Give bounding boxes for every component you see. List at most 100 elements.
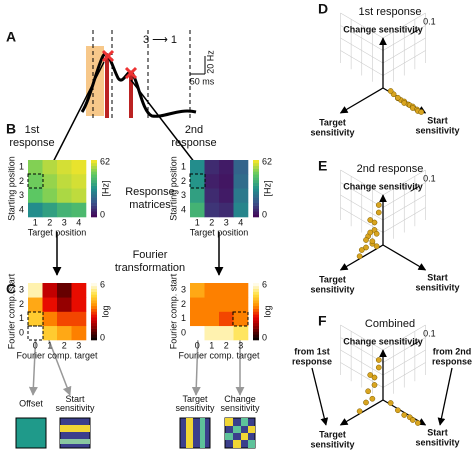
- heatmap-cell: [219, 188, 234, 204]
- basis-label: sensitivity: [220, 403, 260, 413]
- axis: [339, 87, 384, 114]
- point: [369, 238, 376, 245]
- point: [371, 374, 378, 381]
- y-tick-label: 1: [19, 313, 24, 323]
- axis-label: sensitivity: [310, 284, 354, 294]
- x-tick-label: 1: [33, 217, 38, 227]
- heatmap-cell: [219, 325, 234, 341]
- heatmap-cell: [204, 325, 220, 341]
- heatmap-cell: [57, 174, 72, 189]
- colorbar-step: [253, 168, 259, 172]
- panel-label: B: [6, 121, 16, 137]
- heatmap-cell: [28, 202, 43, 218]
- colorbar-step: [253, 302, 259, 307]
- center-label: Fourier: [133, 249, 168, 261]
- colorbar-step: [253, 314, 259, 318]
- colorbar-tick: 62: [100, 156, 110, 166]
- colorbar-step: [91, 199, 97, 204]
- markers: [101, 49, 138, 80]
- y-tick-label: 2: [19, 299, 24, 309]
- colorbar-step: [91, 182, 97, 186]
- annotation: from 2nd: [433, 346, 472, 356]
- heatmap-cell: [190, 188, 205, 204]
- heatmap-cell: [233, 325, 249, 341]
- x-tick-label: 4: [238, 217, 243, 227]
- annotation-arrow: [437, 367, 453, 426]
- colorbar-step: [253, 297, 259, 301]
- heatmap-cell: [28, 325, 43, 341]
- colorbar-step: [91, 177, 97, 181]
- center-label: Response: [125, 186, 175, 198]
- point: [369, 395, 376, 402]
- colorbar-step: [253, 208, 259, 212]
- heatmap-cell: [204, 188, 220, 204]
- basis-label: Start: [65, 394, 85, 404]
- grid-line: [382, 169, 426, 196]
- basis-label: Change: [224, 394, 256, 404]
- y-tick-label: 2: [181, 176, 186, 186]
- point: [367, 217, 374, 223]
- annotation: from 1st: [294, 346, 330, 356]
- heatmap-cell: [57, 325, 72, 341]
- point: [401, 412, 408, 418]
- colorbar-unit: [Hz]: [262, 180, 272, 196]
- axis: [382, 244, 427, 271]
- point: [395, 94, 401, 101]
- colorbar-step: [253, 171, 259, 175]
- axis-label: Change sensitivity: [343, 336, 423, 346]
- y-tick-label: 1: [181, 313, 186, 323]
- heatmap-cell: [190, 174, 205, 189]
- colorbar-step: [253, 317, 259, 321]
- panel-title: 2nd response: [357, 163, 424, 175]
- colorbar-step: [253, 202, 259, 206]
- heatmap-cell: [71, 311, 87, 327]
- colorbar-step: [253, 300, 259, 304]
- axis-label: sensitivity: [415, 282, 459, 292]
- point: [365, 388, 371, 395]
- axis-label: sensitivity: [310, 439, 354, 449]
- basis-label: Offset: [19, 398, 43, 408]
- bar: [105, 56, 109, 118]
- heatmap-cell: [28, 283, 43, 298]
- x-tick-label: 4: [76, 217, 81, 227]
- colorbar-step: [91, 311, 97, 315]
- grid-line: [340, 12, 384, 39]
- heatmap-cell: [42, 311, 58, 327]
- x-tick-label: 1: [209, 340, 214, 350]
- y-tick-label: 0: [19, 327, 24, 337]
- colorbar-step: [91, 160, 97, 164]
- point: [358, 247, 365, 253]
- colorbar-step: [91, 328, 97, 332]
- colorbar-step: [253, 174, 259, 178]
- grid-line: [340, 25, 384, 51]
- colorbar-step: [253, 334, 259, 338]
- axis-label: sensitivity: [415, 437, 459, 447]
- colorbar-step: [253, 191, 259, 195]
- grid-line: [382, 12, 426, 39]
- annotation: response: [292, 356, 332, 366]
- y-tick-label: 3: [181, 285, 186, 295]
- colorbar-step: [253, 199, 259, 204]
- colorbar-step: [91, 325, 97, 329]
- y-tick-label: 2: [181, 299, 186, 309]
- axis-label: Start: [427, 115, 448, 125]
- colorbar-tick: 6: [100, 279, 105, 289]
- heatmap-cell: [204, 283, 220, 298]
- point: [363, 399, 369, 406]
- bar: [129, 74, 133, 118]
- x-tick-label: 3: [238, 340, 243, 350]
- heatmap-cell: [233, 188, 249, 204]
- colorbar-step: [91, 308, 97, 312]
- heatmap-cell: [219, 174, 234, 189]
- colorbar-tick: 0: [100, 209, 105, 219]
- colorbar-tick: 0: [262, 332, 267, 342]
- scale-bar: [410, 28, 420, 35]
- heatmap-cell: [204, 297, 220, 312]
- highlight: [232, 311, 249, 327]
- colorbar-step: [253, 205, 259, 209]
- axis-label: Start: [427, 272, 448, 282]
- panel-label: D: [318, 1, 328, 17]
- colorbar-step: [91, 205, 97, 209]
- annotation-arrow: [311, 367, 329, 426]
- scale-label: 50 ms: [190, 76, 215, 86]
